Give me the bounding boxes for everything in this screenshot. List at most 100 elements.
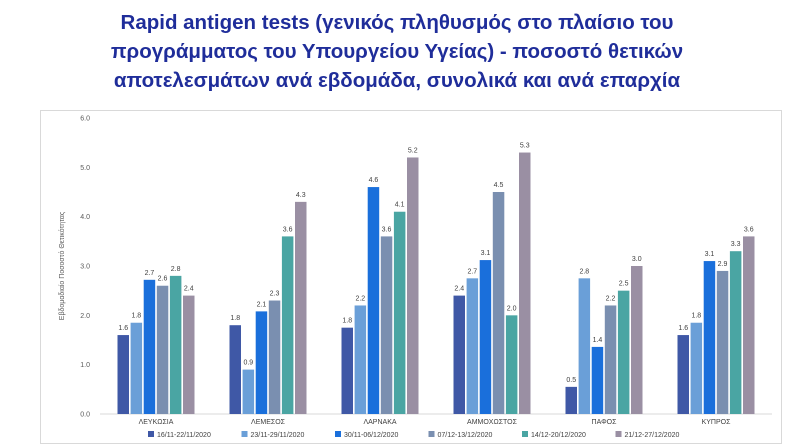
data-label: 4.3 xyxy=(296,192,306,199)
data-label: 2.9 xyxy=(718,261,728,268)
title-line: προγράμματος του Υπουργείου Υγείας) - πο… xyxy=(110,40,684,63)
data-label: 2.1 xyxy=(257,301,267,308)
legend-label: 23/11-29/11/2020 xyxy=(251,432,305,439)
bar xyxy=(565,386,577,414)
data-label: 5.2 xyxy=(408,147,418,154)
bar xyxy=(407,157,419,414)
bar xyxy=(255,311,268,414)
data-label: 1.6 xyxy=(118,325,128,332)
y-tick-label: 6.0 xyxy=(80,116,90,123)
y-tick-label: 5.0 xyxy=(80,165,90,172)
data-label: 1.6 xyxy=(678,325,688,332)
bar xyxy=(242,369,255,414)
data-label: 2.4 xyxy=(454,286,464,293)
bar xyxy=(716,270,729,414)
bar xyxy=(617,290,630,414)
data-label: 1.4 xyxy=(593,337,603,344)
bar xyxy=(143,279,156,414)
bar xyxy=(393,211,406,414)
data-label: 4.5 xyxy=(494,182,504,189)
bar xyxy=(729,251,742,414)
category-label: ΠΑΦΟΣ xyxy=(592,419,618,426)
bar xyxy=(492,192,505,414)
data-label: 1.8 xyxy=(230,315,240,322)
category-label: ΛΑΡΝΑΚΑ xyxy=(363,419,396,426)
bar xyxy=(578,278,591,414)
y-tick-label: 1.0 xyxy=(80,362,90,369)
bar xyxy=(183,295,195,414)
y-tick-label: 0.0 xyxy=(80,412,90,419)
data-label: 1.8 xyxy=(342,318,352,325)
legend-label: 07/12-13/12/2020 xyxy=(438,432,493,439)
y-axis-label: Εβδομαδιαίο Ποσοστό Θετικότητας xyxy=(58,211,66,320)
bar xyxy=(341,327,353,414)
legend-swatch xyxy=(522,431,528,437)
bar xyxy=(591,346,604,414)
data-label: 3.6 xyxy=(744,226,754,233)
data-label: 3.1 xyxy=(705,251,715,258)
legend-swatch xyxy=(148,431,154,437)
bar xyxy=(604,305,617,414)
data-label: 3.0 xyxy=(632,256,642,263)
data-label: 2.8 xyxy=(579,268,589,275)
bar xyxy=(130,322,143,414)
y-tick-label: 2.0 xyxy=(80,313,90,320)
bar xyxy=(281,236,294,414)
chart-title: Rapid antigen tests (γενικός πληθυσμός σ… xyxy=(0,8,794,95)
data-label: 3.1 xyxy=(481,250,491,257)
category-label: ΛΕΜΕΣΟΣ xyxy=(251,419,286,426)
category-label: ΛΕΥΚΩΣΙΑ xyxy=(139,419,174,426)
legend-label: 14/12-20/12/2020 xyxy=(531,432,586,439)
data-label: 2.2 xyxy=(355,295,365,302)
data-label: 2.5 xyxy=(619,281,629,288)
legend-swatch xyxy=(335,431,341,437)
bar xyxy=(631,266,643,414)
data-label: 4.6 xyxy=(369,177,379,184)
bar xyxy=(229,325,241,414)
bar xyxy=(367,187,380,414)
bar xyxy=(703,261,716,414)
legend-label: 21/12-27/12/2020 xyxy=(625,432,680,439)
data-label: 2.6 xyxy=(158,276,168,283)
data-label: 1.8 xyxy=(691,313,701,320)
data-label: 3.6 xyxy=(283,226,293,233)
data-label: 2.8 xyxy=(171,266,181,273)
bar xyxy=(453,295,465,414)
bar xyxy=(117,335,129,414)
bar xyxy=(743,236,755,414)
bar xyxy=(519,152,531,415)
bar xyxy=(156,285,169,414)
legend-label: 30/11-06/12/2020 xyxy=(344,432,398,439)
bar xyxy=(677,335,689,414)
y-tick-label: 3.0 xyxy=(80,264,90,271)
data-label: 5.3 xyxy=(520,143,530,150)
legend-swatch xyxy=(615,431,622,437)
legend-swatch xyxy=(241,431,248,437)
data-label: 3.3 xyxy=(731,241,741,248)
title-line: αποτελεσμάτων ανά εβδομάδα, συνολικά και… xyxy=(113,69,681,92)
bar xyxy=(380,236,393,414)
data-label: 2.7 xyxy=(467,268,477,275)
data-label: 4.1 xyxy=(395,202,405,209)
data-label: 1.8 xyxy=(131,313,141,320)
legend-label: 16/11-22/11/2020 xyxy=(157,432,211,439)
category-label: ΚΥΠΡΟΣ xyxy=(702,419,732,426)
data-label: 2.7 xyxy=(145,270,155,277)
bar xyxy=(295,201,307,414)
legend-swatch xyxy=(428,431,435,437)
category-label: ΑΜΜΟΧΩΣΤΟΣ xyxy=(467,419,518,426)
data-label: 2.2 xyxy=(606,295,616,302)
bar xyxy=(268,300,281,414)
bar xyxy=(690,322,703,414)
data-label: 0.9 xyxy=(243,360,253,367)
data-label: 3.6 xyxy=(382,226,392,233)
data-label: 2.0 xyxy=(507,305,517,312)
bar xyxy=(169,275,182,414)
bar xyxy=(466,278,479,414)
data-label: 2.4 xyxy=(184,286,194,293)
y-tick-label: 4.0 xyxy=(80,214,90,221)
bar xyxy=(505,315,518,414)
data-label: 0.5 xyxy=(566,377,576,384)
title-line: Rapid antigen tests (γενικός πληθυσμός σ… xyxy=(120,11,674,34)
